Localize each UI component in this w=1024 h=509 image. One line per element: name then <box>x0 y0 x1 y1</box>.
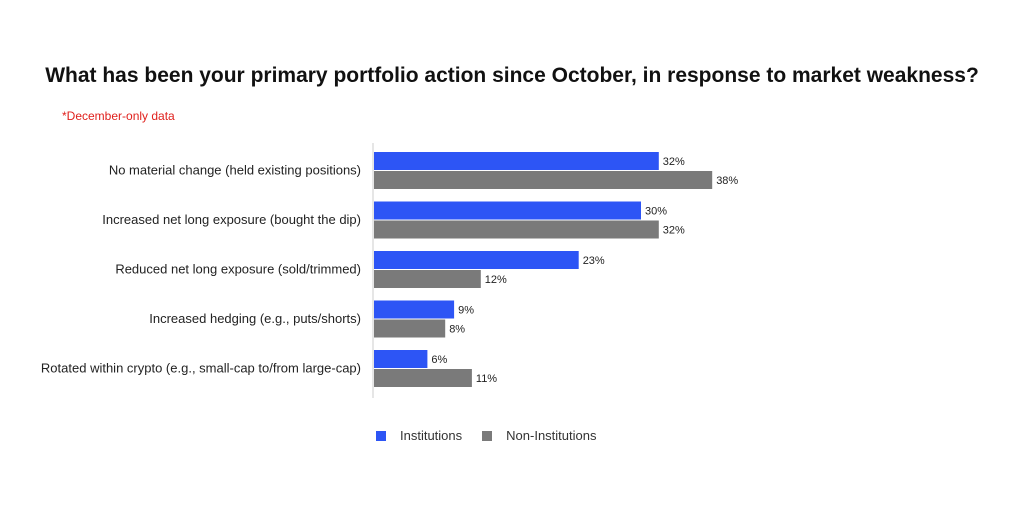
legend-item-institutions: Institutions <box>376 428 462 443</box>
bar-non-institutions <box>374 319 446 338</box>
category-label: Increased hedging (e.g., puts/shorts) <box>149 311 361 326</box>
chart-title: What has been your primary portfolio act… <box>45 64 979 87</box>
legend-swatch-institutions <box>376 430 386 441</box>
bar-institutions <box>374 251 579 269</box>
bar-institutions <box>374 152 659 170</box>
data-label-institutions: 9% <box>458 304 474 316</box>
bar-institutions <box>374 350 428 368</box>
legend-label-institutions: Institutions <box>400 428 463 443</box>
data-label-non-institutions: 8% <box>449 323 465 335</box>
bar-non-institutions <box>374 171 713 189</box>
bar-non-institutions <box>374 270 481 288</box>
legend-swatch-non-institutions <box>482 430 493 441</box>
data-label-institutions: 23% <box>583 255 605 267</box>
data-label-non-institutions: 32% <box>663 224 685 236</box>
bar-non-institutions <box>374 220 659 239</box>
legend-label-non-institutions: Non-Institutions <box>506 428 597 443</box>
category-label: Rotated within crypto (e.g., small-cap t… <box>41 360 361 375</box>
data-label-non-institutions: 12% <box>485 274 507 286</box>
bar-non-institutions <box>374 369 472 387</box>
data-label-institutions: 6% <box>431 354 447 366</box>
legend: Institutions Non-Institutions <box>376 428 616 443</box>
category-label: Increased net long exposure (bought the … <box>102 212 361 227</box>
category-label: No material change (held existing positi… <box>109 162 361 177</box>
bar-institutions <box>374 300 455 319</box>
legend-item-non-institutions: Non-Institutions <box>482 428 596 443</box>
data-label-institutions: 30% <box>645 205 667 217</box>
data-label-non-institutions: 38% <box>716 175 738 187</box>
data-label-institutions: 32% <box>663 156 685 168</box>
december-only-note: *December-only data <box>62 109 175 123</box>
bar-institutions <box>374 201 641 220</box>
data-label-non-institutions: 11% <box>476 373 497 385</box>
category-label: Reduced net long exposure (sold/trimmed) <box>115 261 361 276</box>
